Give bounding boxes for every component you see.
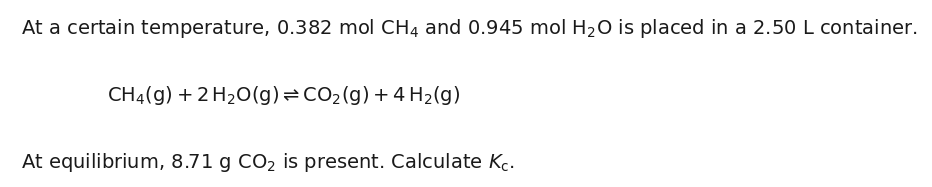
Text: At equilibrium, 8.71 g $\mathrm{CO_2}$ is present. Calculate $K_\mathrm{c}$.: At equilibrium, 8.71 g $\mathrm{CO_2}$ i…: [21, 151, 514, 174]
Text: At a certain temperature, 0.382 mol $\mathrm{CH_4}$ and 0.945 mol $\mathrm{H_2O}: At a certain temperature, 0.382 mol $\ma…: [21, 17, 917, 40]
Text: $\mathrm{CH_4(g) + 2\,H_2O(g) \rightleftharpoons CO_2(g) + 4\,H_2(g)}$: $\mathrm{CH_4(g) + 2\,H_2O(g) \rightleft…: [107, 84, 460, 107]
